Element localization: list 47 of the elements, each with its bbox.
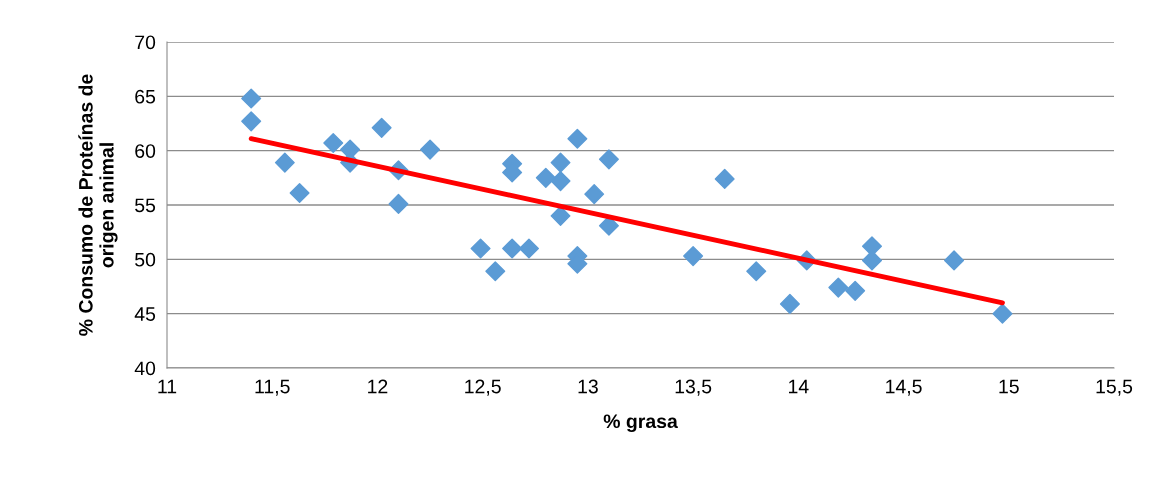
point — [518, 238, 539, 259]
x-tick-label: 14 — [789, 379, 809, 394]
point — [746, 261, 767, 282]
point — [241, 111, 262, 132]
x-tick-label: 12,5 — [465, 379, 501, 396]
point — [241, 88, 262, 109]
y-tick-label: 40 — [134, 361, 156, 376]
point — [323, 133, 344, 154]
point — [944, 250, 965, 271]
x-tick-label: 15,5 — [1096, 379, 1133, 396]
point — [502, 238, 523, 259]
point — [550, 205, 571, 226]
y-tick-label: 70 — [135, 35, 156, 50]
point — [779, 293, 800, 314]
point — [274, 152, 295, 173]
point — [714, 168, 735, 189]
point — [420, 139, 441, 160]
x-tick-label: 12 — [368, 379, 388, 394]
point — [845, 280, 866, 301]
x-tick-label: 11,5 — [255, 379, 290, 396]
point — [535, 167, 556, 188]
x-tick-label: 11 — [158, 379, 177, 394]
y-tick-label: 65 — [135, 89, 156, 104]
y-tick-label: 60 — [135, 144, 156, 158]
point — [470, 238, 491, 259]
point — [828, 277, 849, 298]
x-axis-title: % grasa — [603, 414, 678, 433]
point — [485, 261, 506, 282]
y-tick-label: 55 — [135, 198, 156, 213]
x-tick-label: 13 — [578, 379, 598, 394]
point — [598, 149, 619, 170]
point — [550, 171, 571, 192]
point — [992, 303, 1013, 324]
point — [683, 246, 704, 267]
y-tick-label: 50 — [135, 252, 156, 267]
point — [567, 128, 588, 149]
point — [584, 184, 605, 205]
y-tick-label: 45 — [134, 307, 156, 321]
point — [861, 250, 883, 271]
point — [550, 152, 571, 173]
x-tick-label: 14,5 — [886, 379, 922, 396]
y-axis-title: % Consumo de Proteínas de origen animal — [78, 74, 118, 336]
x-tick-label: 15 — [999, 379, 1019, 394]
point — [388, 193, 409, 214]
x-tick-label: 13,5 — [675, 379, 712, 396]
point — [371, 117, 392, 138]
point — [289, 183, 310, 204]
